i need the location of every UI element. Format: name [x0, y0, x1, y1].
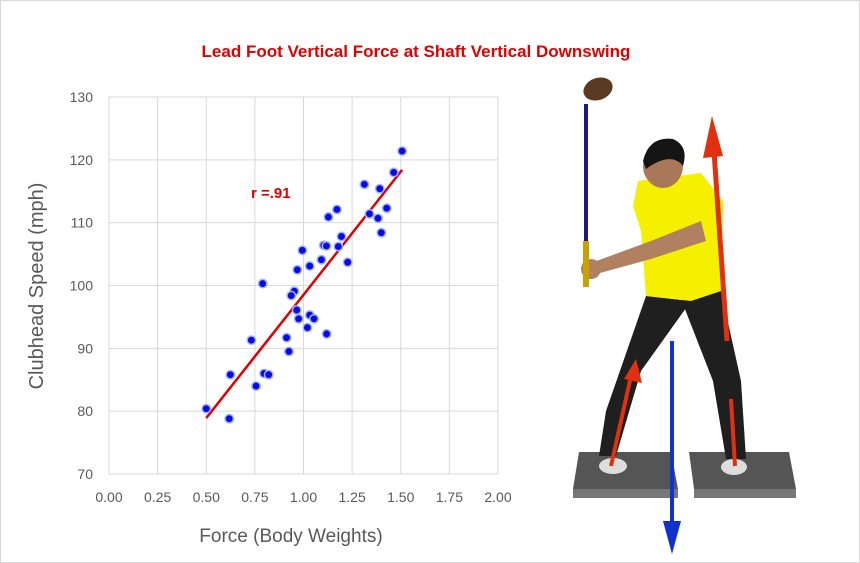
x-tick-label: 2.00: [484, 489, 511, 505]
golfer-illustration: [573, 77, 796, 554]
trendline: [205, 169, 404, 419]
upward-force-arrow-right-foot: [729, 398, 737, 467]
x-tick-label: 0.50: [193, 489, 220, 505]
x-tick-label: 1.75: [436, 489, 463, 505]
data-point: [336, 231, 347, 242]
correlation-annotation: r =.91: [251, 185, 291, 202]
y-tick-label: 80: [77, 403, 93, 419]
data-point: [397, 146, 408, 156]
data-point: [292, 264, 303, 275]
data-point: [201, 403, 212, 414]
x-tick-label: 1.00: [290, 489, 317, 505]
data-point: [246, 335, 257, 346]
data-point: [388, 167, 399, 178]
data-point: [376, 227, 387, 238]
data-point: [225, 369, 236, 380]
data-point: [251, 381, 261, 391]
data-point: [332, 204, 342, 215]
data-point: [257, 278, 268, 289]
y-tick-label: 90: [77, 340, 93, 356]
y-tick-label: 70: [77, 466, 93, 482]
x-tick-label: 1.50: [387, 489, 414, 505]
y-tick-label: 110: [71, 215, 94, 231]
data-point: [374, 183, 385, 194]
y-tick-label: 130: [70, 89, 94, 105]
data-points: [201, 146, 408, 424]
x-tick-label: 0.00: [95, 489, 122, 505]
y-tick-label: 120: [70, 152, 94, 168]
x-axis-label: Force (Body Weights): [199, 526, 382, 547]
chart-title: Lead Foot Vertical Force at Shaft Vertic…: [202, 42, 631, 61]
data-point: [302, 322, 313, 333]
x-tick-label: 1.25: [339, 489, 366, 505]
upward-force-arrow-left-foot: [609, 359, 642, 467]
golf-club-head: [583, 77, 613, 101]
upward-force-arrow-large: [703, 116, 730, 342]
data-point: [321, 328, 332, 339]
x-tick-label: 0.25: [144, 489, 171, 505]
data-point: [381, 203, 392, 214]
data-point: [323, 212, 334, 222]
data-point: [291, 305, 302, 315]
data-point: [263, 369, 274, 380]
left-force-plate: [573, 452, 678, 489]
data-point: [309, 313, 319, 324]
data-point: [304, 261, 315, 271]
data-point: [293, 313, 304, 324]
data-point: [364, 208, 375, 219]
data-point: [333, 241, 344, 252]
data-point: [286, 290, 297, 301]
data-point: [316, 254, 327, 265]
y-axis-label: Clubhead Speed (mph): [26, 183, 48, 390]
data-point: [283, 346, 294, 357]
data-point: [281, 332, 292, 343]
tick-labels: 0.00 0.25 0.50 0.75 1.00 1.25 1.50 1.75 2.00 70 80…: [70, 89, 512, 505]
data-point: [342, 257, 353, 268]
y-tick-label: 100: [70, 278, 94, 294]
data-point: [297, 245, 308, 256]
data-point: [373, 213, 383, 224]
data-point: [321, 240, 332, 251]
downward-force-arrow: [663, 341, 681, 554]
data-point: [224, 413, 235, 424]
data-point: [359, 179, 370, 190]
grid: [108, 96, 499, 475]
x-tick-label: 0.75: [241, 489, 268, 505]
